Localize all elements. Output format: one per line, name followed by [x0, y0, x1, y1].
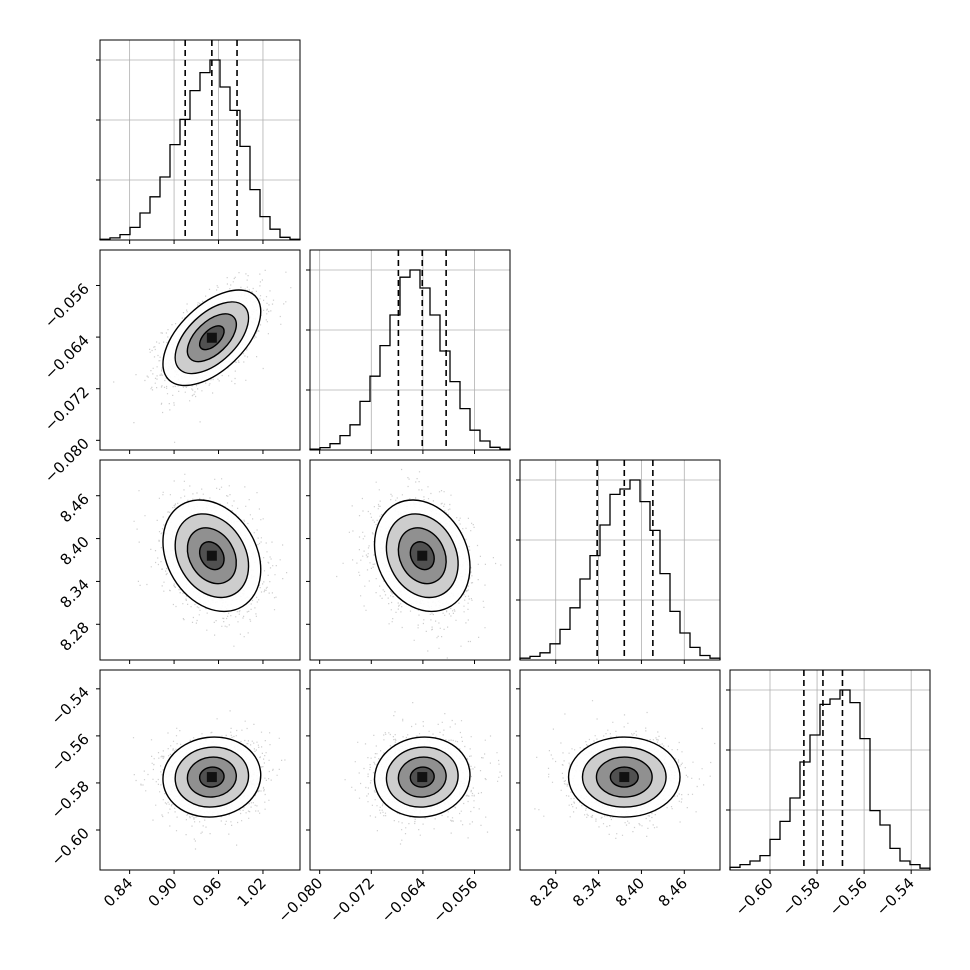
density-peak: [417, 550, 428, 561]
panel-0-0: [96, 39, 301, 244]
x-tick-label: −0.072: [326, 874, 378, 926]
histogram-series: [309, 269, 511, 450]
x-tick-label: −0.60: [732, 874, 777, 919]
x-tick-label: 8.46: [655, 874, 691, 910]
panel-frame: [99, 459, 301, 661]
panel-frame: [309, 669, 511, 871]
y-tick-label: 8.34: [56, 576, 92, 612]
y-tick-label: −0.60: [48, 824, 93, 869]
panel-frame: [519, 459, 721, 661]
panel-2-2: [516, 459, 721, 664]
x-tick-label: −0.080: [275, 874, 327, 926]
panel-frame: [99, 249, 301, 451]
y-tick-label: −0.056: [41, 280, 93, 332]
panel-frame: [729, 669, 931, 871]
x-tick-label: 1.02: [233, 874, 269, 910]
x-tick-label: −0.58: [779, 874, 824, 919]
panel-1-0: [96, 249, 301, 454]
x-tick-label: 8.40: [612, 874, 648, 910]
density-peak: [417, 772, 428, 783]
density-peak: [206, 550, 217, 561]
x-tick-label: 0.84: [100, 874, 136, 910]
panel-3-1: [306, 669, 511, 874]
y-tick-label: −0.064: [41, 331, 93, 383]
panel-frame: [309, 249, 511, 451]
panel-frame: [519, 669, 721, 871]
y-tick-label: −0.080: [41, 434, 93, 486]
x-tick-label: 8.34: [569, 874, 605, 910]
panel-frame: [99, 39, 301, 241]
y-tick-label: −0.54: [48, 683, 93, 728]
panel-3-0: [96, 669, 301, 874]
histogram-series: [99, 59, 301, 240]
panel-frame: [309, 459, 511, 661]
x-tick-label: 0.96: [189, 874, 225, 910]
y-tick-label: −0.58: [48, 777, 93, 822]
panel-3-2: [516, 669, 721, 874]
y-tick-label: 8.46: [56, 490, 92, 526]
x-tick-label: 8.28: [526, 874, 562, 910]
y-tick-label: −0.072: [41, 383, 93, 435]
y-tick-label: 8.28: [56, 618, 92, 654]
density-peak: [206, 332, 217, 343]
density-peak: [206, 772, 217, 783]
y-tick-label: −0.56: [48, 730, 93, 775]
y-tick-label: 8.40: [56, 533, 92, 569]
panel-3-3: [726, 669, 931, 874]
panel-frame: [99, 669, 301, 871]
histogram-series: [729, 689, 931, 870]
panel-2-1: [306, 459, 511, 664]
density-peak: [619, 772, 630, 783]
x-tick-label: −0.54: [873, 874, 918, 919]
x-tick-label: −0.064: [378, 874, 430, 926]
panel-2-0: [96, 459, 301, 664]
x-tick-label: 0.90: [145, 874, 181, 910]
x-tick-label: −0.056: [429, 874, 481, 926]
panel-1-1: [306, 249, 511, 454]
histogram-series: [519, 479, 721, 660]
x-tick-label: −0.56: [826, 874, 871, 919]
